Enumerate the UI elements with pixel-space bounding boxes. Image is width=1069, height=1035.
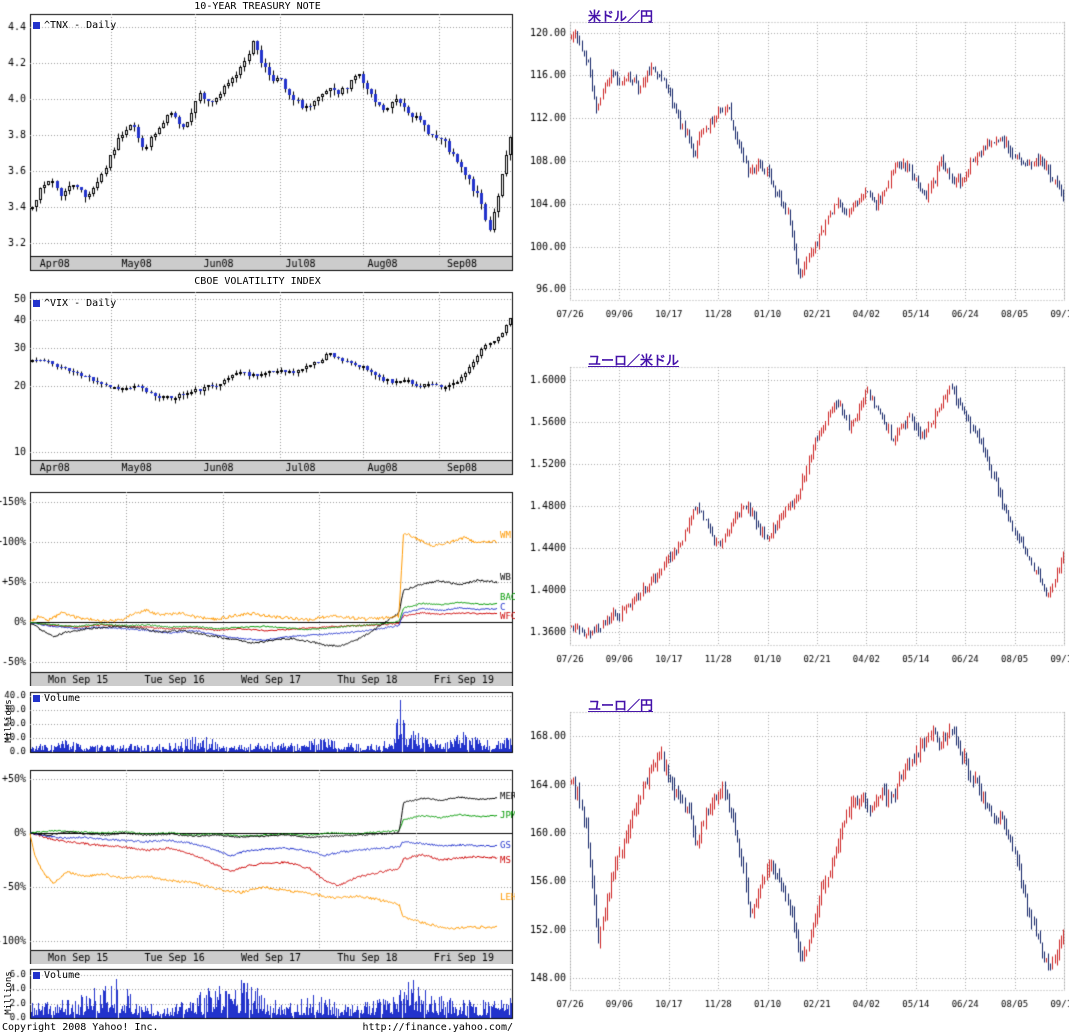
source-url[interactable]: http://finance.yahoo.com/ [362, 1022, 513, 1033]
banks-timestamp-row: 19-Sep 3:59pm [0, 477, 515, 488]
tnx-legend-swatch-icon [33, 22, 40, 29]
banks-volume-swatch-icon [33, 695, 40, 702]
brokers-volume-axis-title: Millions [4, 971, 14, 1015]
brokers-percent-chart-canvas [0, 766, 515, 964]
vix-title-row: CBOE VOLATILITY INDEX as of 19-Sep-2008 [0, 276, 515, 287]
banks-volume-legend-label: Volume [44, 693, 81, 704]
vix-chart-title: CBOE VOLATILITY INDEX [194, 276, 321, 287]
eurusd-chart-canvas [515, 345, 1069, 690]
tnx-title-row: 10-YEAR TREASURY NOTE as of 19-Sep-2008 [0, 1, 515, 12]
vix-legend-label: ^VIX - Daily [44, 298, 117, 309]
brokers-volume-legend: Volume [33, 970, 80, 981]
banks-volume-axis-title: Millions [4, 699, 14, 743]
brokers-volume-chart-canvas [0, 966, 515, 1024]
tnx-chart-title: 10-YEAR TREASURY NOTE [194, 1, 321, 12]
banks-volume-chart-canvas [0, 688, 515, 758]
tnx-price-chart-canvas [0, 10, 515, 274]
brokers-volume-swatch-icon [33, 972, 40, 979]
brokers-timestamp-row: 19-Sep 4:00pm [0, 754, 515, 765]
vix-price-chart-canvas [0, 288, 515, 478]
vix-legend: ^VIX - Daily [33, 298, 116, 309]
usdjpy-chart-canvas [515, 0, 1069, 345]
brokers-volume-legend-label: Volume [44, 970, 81, 981]
tnx-legend-label: ^TNX - Daily [44, 20, 117, 31]
eurjpy-chart-canvas [515, 690, 1069, 1035]
banks-percent-chart-canvas [0, 488, 515, 686]
tnx-legend: ^TNX - Daily [33, 20, 116, 31]
vix-legend-swatch-icon [33, 300, 40, 307]
banks-volume-legend: Volume [33, 693, 80, 704]
copyright-text: Copyright 2008 Yahoo! Inc. [2, 1022, 159, 1033]
